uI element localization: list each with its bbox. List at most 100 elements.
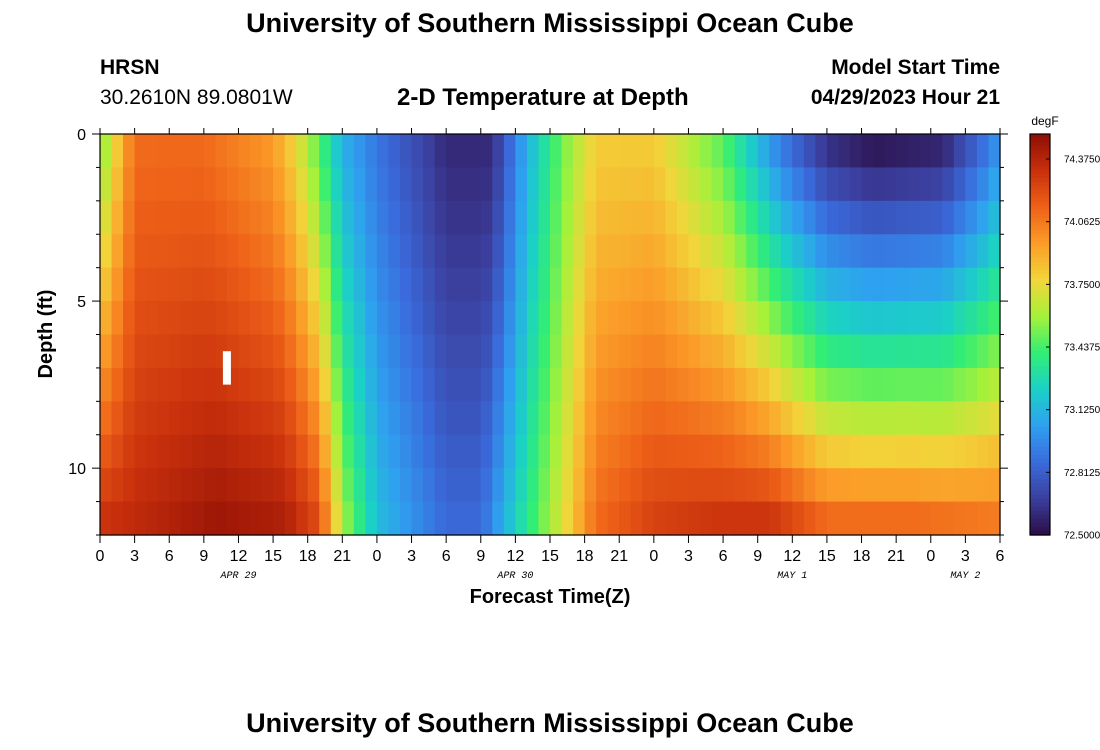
heatmap-cell bbox=[169, 200, 182, 235]
heatmap-cell bbox=[400, 167, 413, 202]
heatmap-cell bbox=[480, 267, 493, 302]
heatmap-cell bbox=[307, 434, 320, 469]
heatmap-cell bbox=[538, 334, 551, 369]
heatmap-cell bbox=[238, 234, 251, 269]
heatmap-cell bbox=[850, 401, 863, 436]
heatmap-cell bbox=[642, 367, 655, 402]
heatmap-cell bbox=[700, 167, 713, 202]
colorbar-segment bbox=[1030, 486, 1050, 492]
heatmap-cell bbox=[538, 267, 551, 302]
heatmap-cell bbox=[457, 434, 470, 469]
heatmap-cell bbox=[446, 134, 459, 169]
heatmap-cell bbox=[723, 301, 736, 336]
x-tick-label: 6 bbox=[719, 548, 728, 565]
colorbar-segment bbox=[1030, 330, 1050, 336]
heatmap-cell bbox=[134, 167, 147, 202]
heatmap-cell bbox=[434, 134, 447, 169]
heatmap-cell bbox=[688, 134, 701, 169]
heatmap-cell bbox=[630, 234, 643, 269]
heatmap-cell bbox=[746, 234, 759, 269]
heatmap-cell bbox=[146, 200, 159, 235]
heatmap-cell bbox=[919, 334, 932, 369]
heatmap-cell bbox=[607, 234, 620, 269]
heatmap-cell bbox=[584, 367, 597, 402]
heatmap-cell bbox=[250, 401, 263, 436]
footer-title: University of Southern Mississippi Ocean… bbox=[246, 708, 854, 738]
heatmap-cell bbox=[850, 234, 863, 269]
heatmap-cell bbox=[803, 167, 816, 202]
heatmap-cell bbox=[550, 301, 563, 336]
heatmap-cell bbox=[400, 501, 413, 536]
heatmap-cell bbox=[976, 200, 990, 235]
heatmap-cell bbox=[261, 468, 274, 503]
x-tick-label: 3 bbox=[130, 548, 139, 565]
heatmap-cell bbox=[503, 367, 516, 402]
heatmap-cell bbox=[573, 301, 586, 336]
heatmap-cell bbox=[411, 367, 424, 402]
heatmap-cell bbox=[561, 434, 574, 469]
heatmap-cell bbox=[769, 367, 782, 402]
heatmap-cell bbox=[723, 334, 736, 369]
heatmap-cell bbox=[376, 334, 390, 369]
heatmap-cell bbox=[896, 401, 909, 436]
heatmap-cell bbox=[169, 234, 182, 269]
heatmap-cell bbox=[284, 200, 297, 235]
heatmap-cell bbox=[480, 134, 493, 169]
heatmap-cell bbox=[630, 367, 643, 402]
heatmap-cell bbox=[434, 167, 447, 202]
heatmap-cell bbox=[769, 401, 782, 436]
heatmap-cell bbox=[676, 367, 690, 402]
colorbar-segment bbox=[1030, 318, 1050, 324]
heatmap-cell bbox=[930, 200, 943, 235]
heatmap-cell bbox=[250, 200, 263, 235]
heatmap-cell bbox=[907, 301, 920, 336]
heatmap-cell bbox=[619, 267, 632, 302]
heatmap-cell bbox=[550, 501, 563, 536]
x-tick-label: 0 bbox=[649, 548, 658, 565]
station-marker bbox=[222, 351, 231, 385]
heatmap-cell bbox=[365, 501, 378, 536]
heatmap-cell bbox=[630, 501, 643, 536]
heatmap-cell bbox=[123, 167, 136, 202]
colorbar-segment bbox=[1030, 510, 1050, 516]
colorbar-segment bbox=[1030, 334, 1050, 340]
heatmap-cell bbox=[296, 468, 309, 503]
heatmap-cell bbox=[873, 234, 886, 269]
heatmap-cell bbox=[584, 401, 597, 436]
heatmap-cell bbox=[815, 434, 828, 469]
heatmap-cell bbox=[100, 234, 113, 269]
heatmap-cell bbox=[342, 301, 355, 336]
heatmap-cell bbox=[388, 234, 401, 269]
heatmap-cell bbox=[296, 234, 309, 269]
heatmap-cell bbox=[330, 134, 343, 169]
heatmap-cell bbox=[226, 200, 240, 235]
heatmap-cell bbox=[769, 134, 782, 169]
colorbar-segment bbox=[1030, 506, 1050, 512]
heatmap-cell bbox=[250, 134, 263, 169]
colorbar-segment bbox=[1030, 198, 1050, 203]
heatmap-cell bbox=[492, 301, 505, 336]
heatmap-cell bbox=[446, 167, 459, 202]
heatmap-cell bbox=[469, 134, 482, 169]
colorbar-segment bbox=[1030, 246, 1050, 251]
heatmap-cell bbox=[769, 267, 782, 302]
heatmap-cell bbox=[561, 200, 574, 235]
heatmap-cell bbox=[734, 134, 747, 169]
heatmap-cell bbox=[550, 200, 563, 235]
colorbar-segment bbox=[1030, 174, 1050, 179]
heatmap-cell bbox=[284, 301, 297, 336]
heatmap-cell bbox=[226, 167, 240, 202]
colorbar-segment bbox=[1030, 498, 1050, 504]
heatmap-cell bbox=[284, 367, 297, 402]
colorbar-segment bbox=[1030, 314, 1050, 320]
heatmap-cell bbox=[653, 501, 666, 536]
heatmap-cell bbox=[169, 401, 182, 436]
colorbar-segment bbox=[1030, 366, 1050, 372]
heatmap-cell bbox=[134, 267, 147, 302]
heatmap-cell bbox=[665, 167, 678, 202]
colorbar-segment bbox=[1030, 322, 1050, 328]
heatmap-cell bbox=[388, 334, 401, 369]
colorbar-segment bbox=[1030, 182, 1050, 187]
heatmap-cell bbox=[757, 367, 770, 402]
heatmap-cell bbox=[642, 468, 655, 503]
